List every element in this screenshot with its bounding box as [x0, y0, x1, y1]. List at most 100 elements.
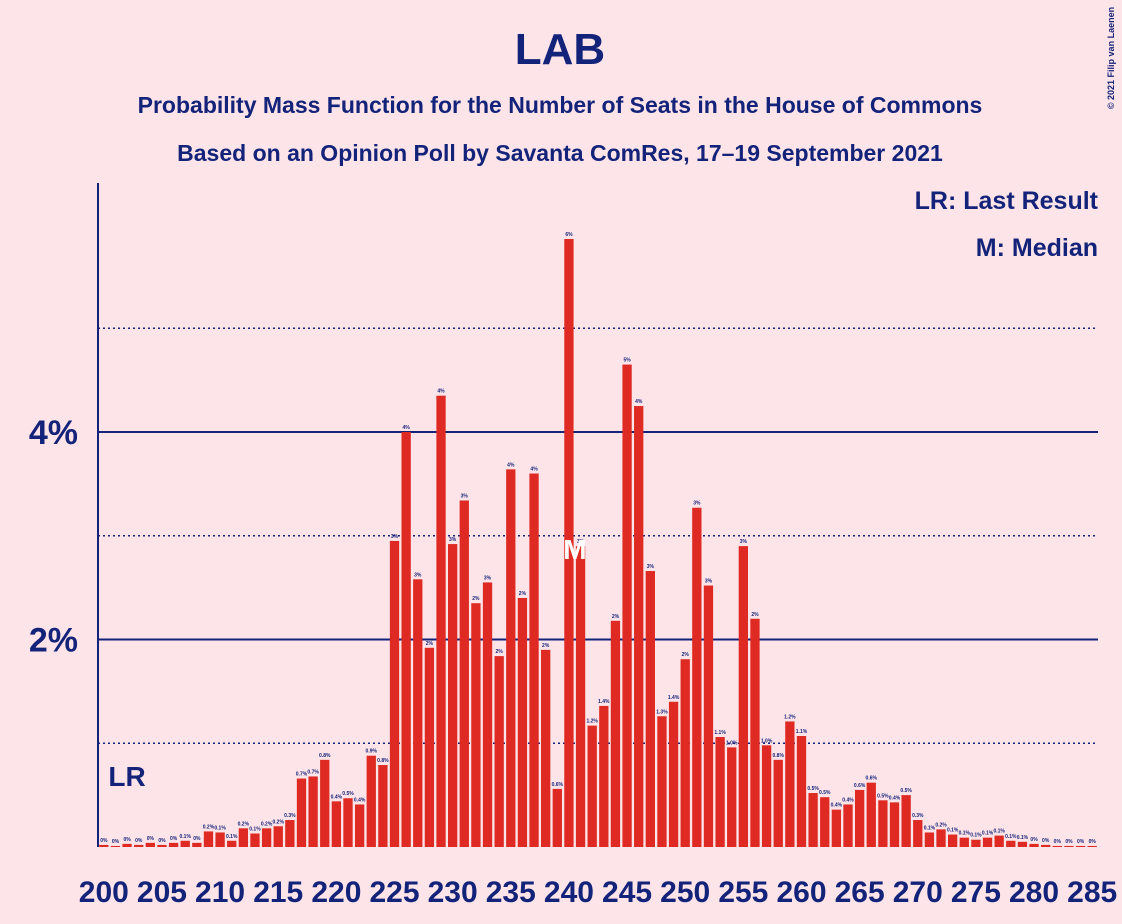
- bar: [145, 842, 155, 847]
- value-label: 0%: [1089, 839, 1097, 845]
- value-label: 2%: [426, 641, 434, 647]
- value-label: 0.1%: [924, 825, 936, 831]
- value-label: 0.1%: [226, 834, 238, 840]
- value-label: 0.7%: [307, 769, 319, 775]
- value-label: 0.1%: [214, 825, 226, 831]
- value-label: 0.5%: [819, 790, 831, 796]
- bar: [215, 832, 225, 847]
- value-label: 4%: [437, 389, 445, 395]
- value-label: 0.1%: [249, 827, 261, 833]
- bar: [575, 546, 586, 847]
- value-label: 0.4%: [889, 795, 901, 801]
- value-label: 0%: [100, 838, 108, 844]
- legend-entry: LR: Last Result: [915, 187, 1099, 215]
- value-label: 3%: [461, 493, 469, 499]
- value-label: 2%: [519, 591, 527, 597]
- value-label: 0.2%: [935, 822, 947, 828]
- bar: [413, 579, 423, 847]
- median-label: M: [563, 534, 586, 565]
- value-label: 6%: [565, 232, 573, 238]
- value-label: 0.8%: [319, 753, 331, 759]
- value-label: 0.1%: [959, 831, 971, 837]
- bar: [703, 585, 714, 847]
- bar: [482, 582, 493, 847]
- bar: [634, 406, 644, 847]
- value-label: 3%: [647, 564, 655, 570]
- bar: [878, 800, 888, 847]
- bar: [331, 801, 342, 847]
- value-label: 4%: [635, 399, 643, 405]
- bar: [587, 725, 597, 847]
- bar: [854, 789, 865, 847]
- value-label: 3%: [484, 575, 492, 581]
- bar: [773, 759, 783, 847]
- bar: [134, 844, 144, 847]
- subtitle: Probability Mass Function for the Number…: [138, 92, 983, 118]
- value-label: 0.6%: [866, 776, 878, 782]
- bar: [506, 469, 516, 847]
- bar: [99, 844, 109, 847]
- bar: [436, 395, 446, 847]
- value-label: 0.5%: [342, 791, 354, 797]
- bar: [1006, 840, 1016, 847]
- bar: [308, 776, 318, 847]
- bar: [1017, 841, 1028, 847]
- value-label: 0.8%: [773, 753, 785, 759]
- bar: [889, 802, 900, 847]
- value-label: 0.6%: [552, 782, 564, 788]
- x-tick-label: 280: [1009, 876, 1059, 909]
- value-label: 0%: [1077, 839, 1085, 845]
- bar: [471, 603, 481, 847]
- bar: [529, 473, 539, 847]
- bar: [982, 837, 993, 847]
- bar: [1052, 845, 1062, 847]
- value-label: 0.5%: [900, 788, 912, 794]
- x-tick-label: 220: [311, 876, 361, 909]
- value-label: 0.5%: [807, 786, 819, 792]
- bar: [180, 840, 190, 847]
- bar: [192, 842, 202, 847]
- value-label: 4%: [530, 467, 538, 473]
- value-label: 5%: [623, 358, 631, 364]
- bar: [820, 797, 830, 847]
- bar: [459, 500, 469, 847]
- value-label: 0%: [170, 836, 178, 842]
- bar: [948, 834, 958, 847]
- value-label: 2%: [682, 652, 690, 658]
- bar: [831, 809, 842, 847]
- value-label: 2%: [751, 612, 759, 618]
- bar: [785, 721, 795, 847]
- value-label: 0%: [193, 836, 201, 842]
- value-label: 0%: [1054, 839, 1062, 845]
- x-tick-label: 200: [79, 876, 129, 909]
- value-label: 1.4%: [668, 695, 680, 701]
- chart-title: LAB: [515, 25, 605, 74]
- bar: [541, 649, 551, 847]
- x-tick-label: 205: [137, 876, 187, 909]
- bar: [261, 828, 272, 847]
- bar: [273, 826, 283, 847]
- bar: [1041, 844, 1051, 847]
- bar: [389, 540, 400, 847]
- x-tick-label: 215: [253, 876, 303, 909]
- value-label: 2%: [612, 614, 620, 620]
- x-tick-label: 225: [369, 876, 419, 909]
- bar: [901, 795, 911, 847]
- value-label: 0.7%: [296, 772, 308, 778]
- value-label: 0.1%: [1017, 835, 1029, 841]
- bar: [378, 765, 388, 847]
- y-tick-label: 2%: [29, 622, 78, 660]
- value-label: 0.1%: [180, 834, 192, 840]
- legend-entry: M: Median: [976, 234, 1098, 262]
- x-tick-label: 235: [486, 876, 536, 909]
- bar: [401, 432, 411, 847]
- value-label: 2%: [472, 596, 480, 602]
- y-tick-label: 4%: [29, 414, 78, 452]
- bar: [320, 759, 330, 847]
- value-label: 3%: [577, 539, 585, 545]
- bar: [936, 829, 946, 847]
- bar: [971, 839, 981, 847]
- bar: [110, 845, 121, 847]
- bar: [692, 507, 702, 847]
